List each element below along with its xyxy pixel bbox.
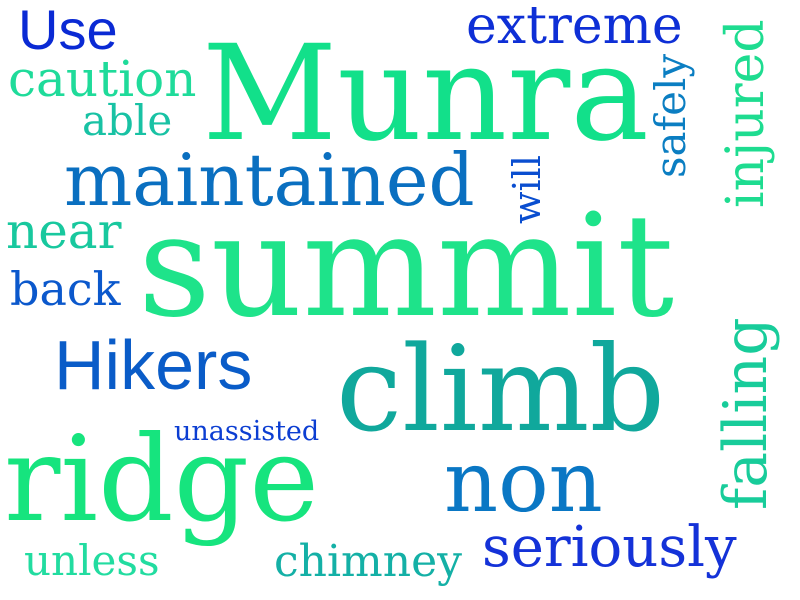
- word-injured: injured: [716, 19, 776, 208]
- word-unassisted: unassisted: [174, 416, 320, 447]
- word-hikers: Hikers: [54, 326, 253, 404]
- word-near: near: [6, 202, 122, 260]
- word-safely: safely: [646, 53, 695, 178]
- word-unless: unless: [24, 536, 160, 585]
- word-able: able: [82, 96, 173, 145]
- word-munra: Munra: [202, 17, 649, 171]
- word-extreme: extreme: [466, 0, 683, 56]
- word-back: back: [10, 262, 121, 316]
- word-seriously: seriously: [482, 515, 737, 580]
- word-non: non: [444, 433, 603, 531]
- word-falling: falling: [711, 317, 781, 510]
- word-maintained: maintained: [64, 138, 475, 222]
- word-chimney: chimney: [274, 536, 463, 587]
- word-caution: caution: [8, 50, 197, 108]
- word-will: will: [505, 155, 549, 224]
- word-climb: climb: [336, 320, 665, 458]
- word-ridge: ridge: [4, 410, 320, 548]
- word-summit: summit: [138, 184, 675, 349]
- word-use: Use: [18, 0, 118, 61]
